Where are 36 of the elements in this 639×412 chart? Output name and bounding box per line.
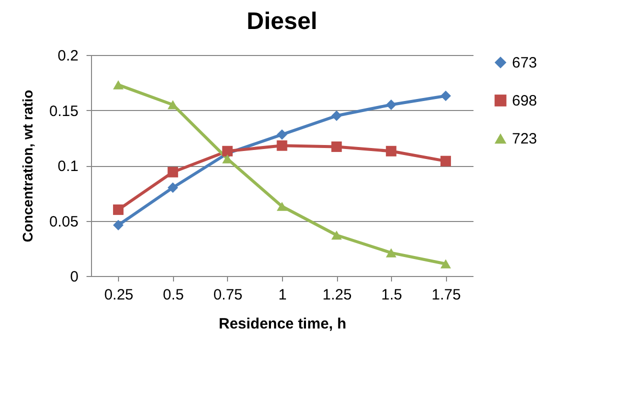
legend-label: 698 xyxy=(512,92,538,110)
x-tick-label: 0.5 xyxy=(162,286,184,304)
point xyxy=(386,248,396,258)
point xyxy=(113,220,124,230)
point xyxy=(440,259,451,268)
point xyxy=(113,204,124,215)
x-tick-label: 0.75 xyxy=(213,286,243,304)
point xyxy=(222,146,233,156)
legend-label: 673 xyxy=(512,54,538,72)
y-tick-label: 0.05 xyxy=(49,213,78,230)
point xyxy=(386,146,396,156)
y-tick-label: 0.1 xyxy=(58,158,78,175)
point xyxy=(440,90,451,102)
point xyxy=(168,182,178,193)
point xyxy=(276,129,288,140)
y-tick-label: 0.15 xyxy=(49,102,78,120)
x-tick-label: 1.5 xyxy=(381,286,402,304)
point xyxy=(276,202,288,211)
x-axis-title: Residence time, h xyxy=(218,316,346,332)
point xyxy=(331,230,342,240)
y-tick-label: 0 xyxy=(70,268,78,286)
x-tick-label: 1 xyxy=(278,286,287,304)
point xyxy=(386,99,396,110)
chart-title: Diesel xyxy=(246,8,318,35)
y-tick-label: 0.2 xyxy=(58,48,78,64)
x-tick-label: 1.75 xyxy=(432,286,461,304)
y-axis-title: Concentration, wt ratio xyxy=(19,90,36,242)
legend-label: 723 xyxy=(512,130,538,148)
point xyxy=(276,140,288,151)
point xyxy=(440,156,451,166)
point xyxy=(168,166,178,178)
x-tick-label: 0.25 xyxy=(104,286,134,304)
point xyxy=(331,141,342,152)
point xyxy=(331,110,342,122)
point xyxy=(113,80,124,90)
x-tick-label: 1.25 xyxy=(322,286,352,304)
